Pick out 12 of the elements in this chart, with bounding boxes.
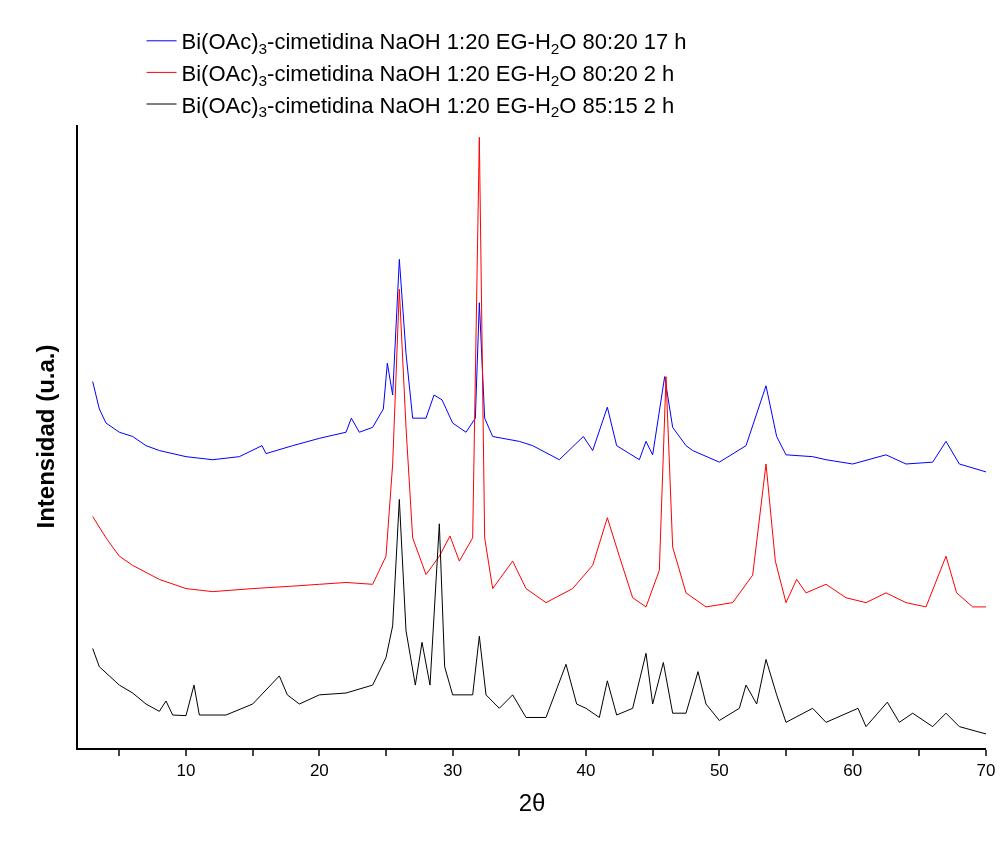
x-tick-label: 60 [843,761,863,781]
x-axis-title: 2θ [518,789,546,817]
y-axis-title: Intensidad (u.a.) [31,344,59,529]
x-tick-label: 30 [443,761,463,781]
x-tick-label: 40 [576,761,596,781]
x-tick-label: 50 [709,761,729,781]
legend-label: Bi(OAc)$_{3}$-cimetidina NaOH 1:20 EG-H$_{2}$O 85:15 2 h [181,92,675,121]
legend-label: Bi(OAc)$_{3}$-cimetidina NaOH 1:20 EG-H$_{2}$O 80:20 17 h [181,29,687,57]
legend-label: Bi(OAc)$_{3}$-cimetidina NaOH 1:20 EG-H$_{2}$O 80:20 2 h [181,60,675,89]
x-tick-label: 20 [309,761,329,781]
x-tick-label: 70 [976,761,996,781]
x-tick-label: 10 [176,761,196,781]
